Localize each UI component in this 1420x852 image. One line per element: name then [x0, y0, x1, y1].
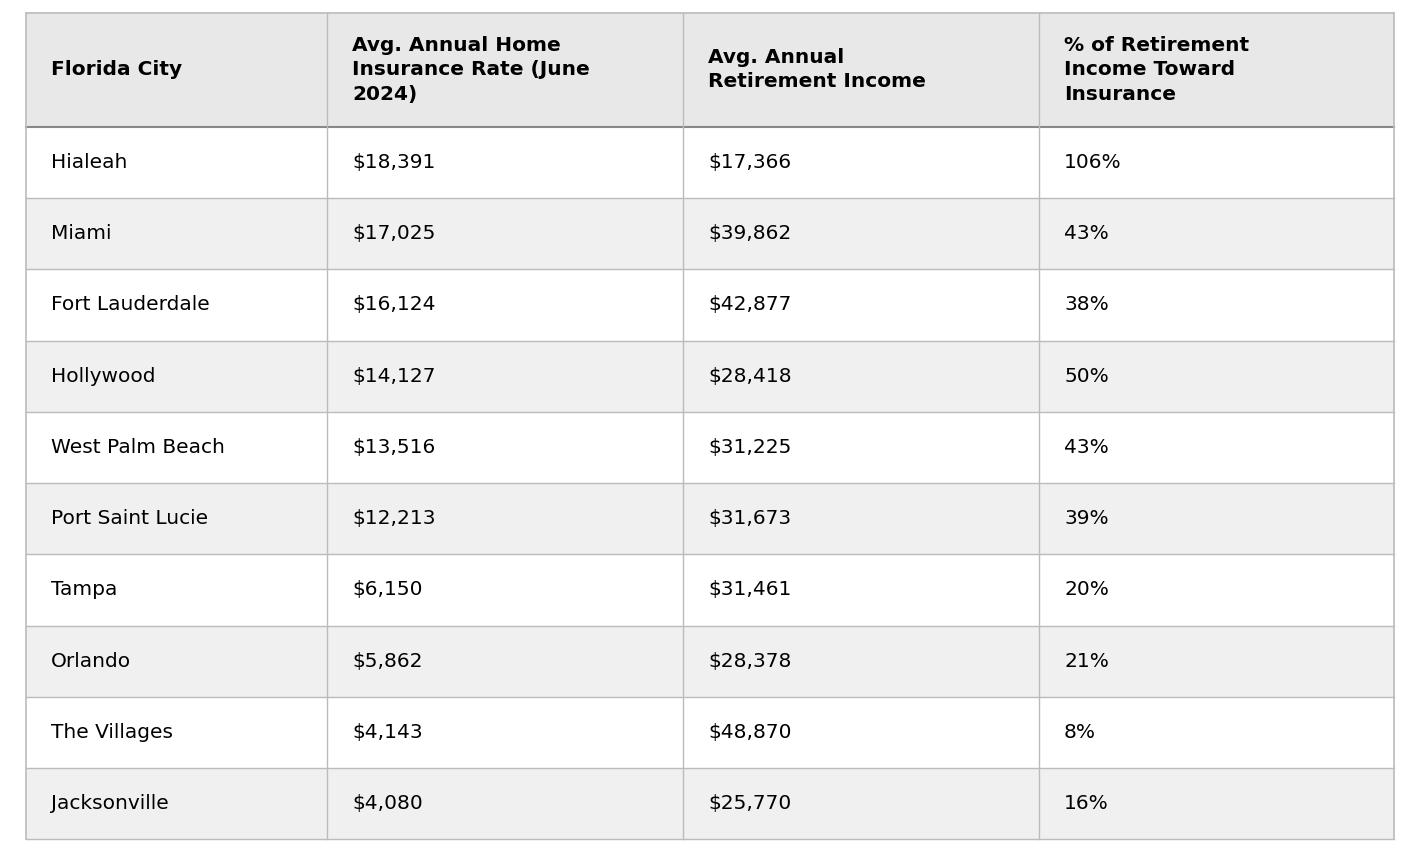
Text: $25,770: $25,770	[709, 794, 791, 813]
Text: $17,366: $17,366	[709, 153, 791, 172]
Bar	[26, 768, 327, 839]
Text: $42,877: $42,877	[709, 296, 791, 314]
Text: 16%: 16%	[1064, 794, 1109, 813]
Bar	[327, 625, 683, 697]
Bar	[683, 198, 1038, 269]
Bar	[683, 625, 1038, 697]
Bar	[1038, 198, 1394, 269]
Bar	[26, 13, 327, 127]
Bar	[1038, 555, 1394, 625]
Bar	[327, 127, 683, 198]
Bar	[683, 483, 1038, 555]
Bar	[327, 412, 683, 483]
Text: Tampa: Tampa	[51, 580, 118, 600]
Text: $39,862: $39,862	[709, 224, 791, 243]
Text: $31,673: $31,673	[709, 509, 791, 528]
Bar	[683, 269, 1038, 341]
Bar	[683, 555, 1038, 625]
Bar	[1038, 412, 1394, 483]
Text: $5,862: $5,862	[352, 652, 423, 671]
Text: Port Saint Lucie: Port Saint Lucie	[51, 509, 209, 528]
Bar	[683, 768, 1038, 839]
Text: Miami: Miami	[51, 224, 112, 243]
Bar	[327, 768, 683, 839]
Bar	[26, 555, 327, 625]
Text: Avg. Annual Home
Insurance Rate (June
2024): Avg. Annual Home Insurance Rate (June 20…	[352, 36, 591, 104]
Text: 20%: 20%	[1064, 580, 1109, 600]
Text: Hialeah: Hialeah	[51, 153, 128, 172]
Bar	[1038, 127, 1394, 198]
Bar	[327, 697, 683, 768]
Text: $28,378: $28,378	[709, 652, 791, 671]
Text: $13,516: $13,516	[352, 438, 436, 457]
Bar	[26, 625, 327, 697]
Text: 50%: 50%	[1064, 366, 1109, 386]
Bar	[26, 341, 327, 412]
Text: 8%: 8%	[1064, 722, 1096, 742]
Bar	[26, 697, 327, 768]
Text: Florida City: Florida City	[51, 60, 182, 79]
Bar	[26, 198, 327, 269]
Bar	[1038, 483, 1394, 555]
Text: $14,127: $14,127	[352, 366, 436, 386]
Text: Orlando: Orlando	[51, 652, 131, 671]
Text: 39%: 39%	[1064, 509, 1109, 528]
Text: $28,418: $28,418	[709, 366, 792, 386]
Text: $31,225: $31,225	[709, 438, 791, 457]
Bar	[26, 269, 327, 341]
Bar	[1038, 768, 1394, 839]
Bar	[26, 127, 327, 198]
Bar	[327, 198, 683, 269]
Bar	[683, 127, 1038, 198]
Bar	[683, 412, 1038, 483]
Text: $18,391: $18,391	[352, 153, 436, 172]
Bar	[327, 483, 683, 555]
Bar	[683, 341, 1038, 412]
Bar	[327, 341, 683, 412]
Bar	[26, 412, 327, 483]
Text: $12,213: $12,213	[352, 509, 436, 528]
Bar	[327, 13, 683, 127]
Bar	[26, 483, 327, 555]
Bar	[327, 555, 683, 625]
Text: % of Retirement
Income Toward
Insurance: % of Retirement Income Toward Insurance	[1064, 36, 1250, 104]
Text: $4,080: $4,080	[352, 794, 423, 813]
Text: 43%: 43%	[1064, 224, 1109, 243]
Text: Hollywood: Hollywood	[51, 366, 156, 386]
Text: The Villages: The Villages	[51, 722, 173, 742]
Text: Jacksonville: Jacksonville	[51, 794, 169, 813]
Text: 38%: 38%	[1064, 296, 1109, 314]
Text: $4,143: $4,143	[352, 722, 423, 742]
Bar	[1038, 13, 1394, 127]
Bar	[1038, 625, 1394, 697]
Bar	[683, 697, 1038, 768]
Text: West Palm Beach: West Palm Beach	[51, 438, 224, 457]
Bar	[1038, 269, 1394, 341]
Text: 21%: 21%	[1064, 652, 1109, 671]
Bar	[327, 269, 683, 341]
Text: 43%: 43%	[1064, 438, 1109, 457]
Bar	[1038, 341, 1394, 412]
Bar	[1038, 697, 1394, 768]
Text: $17,025: $17,025	[352, 224, 436, 243]
Bar	[683, 13, 1038, 127]
Text: $6,150: $6,150	[352, 580, 423, 600]
Text: $48,870: $48,870	[709, 722, 792, 742]
Text: 106%: 106%	[1064, 153, 1122, 172]
Text: Avg. Annual
Retirement Income: Avg. Annual Retirement Income	[709, 49, 926, 91]
Text: Fort Lauderdale: Fort Lauderdale	[51, 296, 210, 314]
Text: $16,124: $16,124	[352, 296, 436, 314]
Text: $31,461: $31,461	[709, 580, 791, 600]
